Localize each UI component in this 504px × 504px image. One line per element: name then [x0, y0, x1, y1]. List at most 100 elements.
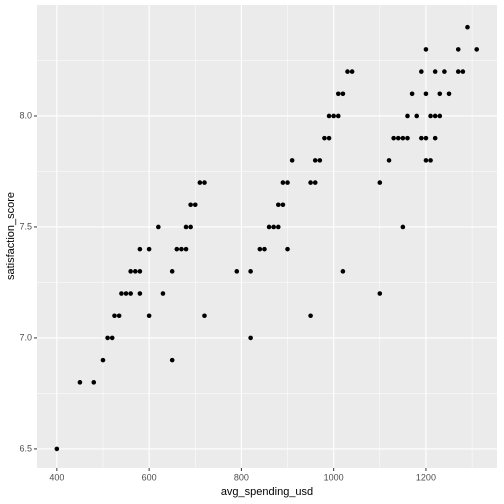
- point: [285, 180, 290, 185]
- point: [455, 47, 461, 52]
- point: [179, 246, 184, 252]
- point: [377, 291, 383, 296]
- point: [423, 158, 429, 163]
- point: [169, 269, 175, 274]
- point: [465, 24, 470, 30]
- point: [289, 158, 295, 163]
- point: [128, 269, 133, 274]
- point: [276, 224, 281, 230]
- point: [202, 313, 207, 319]
- y-tick-label: 8.0: [19, 110, 32, 120]
- point: [266, 224, 272, 230]
- point: [54, 446, 60, 452]
- point: [248, 335, 253, 341]
- x-tick-label: 400: [49, 472, 64, 482]
- point: [123, 291, 129, 296]
- panel: [37, 5, 497, 468]
- point: [91, 380, 97, 385]
- point: [271, 224, 276, 230]
- point: [349, 69, 355, 74]
- point: [119, 291, 124, 296]
- point: [335, 91, 341, 97]
- y-tick-label: 6.5: [19, 443, 32, 453]
- x-tick-label: 800: [234, 472, 249, 482]
- point: [146, 313, 152, 319]
- y-tick-label: 7.5: [19, 221, 32, 231]
- point: [137, 246, 143, 252]
- point: [276, 202, 281, 208]
- point: [169, 357, 175, 363]
- point: [280, 202, 286, 208]
- point: [395, 135, 401, 141]
- point: [442, 69, 447, 74]
- point: [460, 69, 466, 74]
- point: [432, 135, 438, 141]
- point: [345, 69, 350, 74]
- point: [308, 180, 313, 185]
- point: [405, 135, 410, 141]
- point: [377, 180, 383, 185]
- point: [109, 335, 115, 341]
- point: [248, 269, 253, 274]
- point: [391, 135, 396, 141]
- point: [188, 202, 193, 208]
- point: [446, 91, 452, 97]
- point: [183, 224, 189, 230]
- point: [116, 313, 122, 319]
- point: [405, 113, 410, 119]
- point: [137, 291, 143, 296]
- point: [280, 180, 286, 185]
- point: [428, 158, 433, 163]
- point: [100, 357, 106, 363]
- point: [312, 158, 318, 163]
- point: [432, 113, 438, 119]
- point: [132, 269, 138, 274]
- point: [414, 113, 420, 119]
- marks: [54, 24, 479, 452]
- point: [432, 69, 438, 74]
- point: [400, 224, 406, 230]
- point: [105, 335, 110, 341]
- point: [202, 180, 207, 185]
- point: [326, 113, 332, 119]
- point: [335, 113, 341, 119]
- point: [419, 135, 424, 141]
- point: [340, 269, 346, 274]
- point: [146, 246, 152, 252]
- point: [174, 246, 180, 252]
- point: [262, 246, 267, 252]
- x-tick-label: 1200: [416, 472, 436, 482]
- point: [308, 313, 313, 319]
- point: [423, 135, 429, 141]
- point: [183, 246, 189, 252]
- point: [400, 135, 406, 141]
- point: [474, 47, 479, 52]
- point: [285, 246, 290, 252]
- point: [331, 113, 336, 119]
- point: [137, 269, 143, 274]
- point: [326, 135, 332, 141]
- point: [386, 158, 392, 163]
- x-axis-title: avg_spending_usd: [221, 486, 313, 498]
- x-tick-label: 600: [142, 472, 157, 482]
- point: [156, 224, 161, 230]
- point: [423, 47, 429, 52]
- point: [234, 269, 240, 274]
- point: [340, 91, 346, 97]
- point: [428, 113, 433, 119]
- point: [322, 135, 327, 141]
- point: [317, 158, 323, 163]
- point: [192, 202, 198, 208]
- point: [77, 380, 83, 385]
- point: [188, 224, 193, 230]
- point: [312, 180, 318, 185]
- point: [419, 69, 424, 74]
- point: [128, 291, 133, 296]
- point: [112, 313, 117, 319]
- point: [197, 180, 203, 185]
- point: [437, 113, 443, 119]
- x-tick-label: 1000: [324, 472, 344, 482]
- y-tick-label: 7.0: [19, 332, 32, 342]
